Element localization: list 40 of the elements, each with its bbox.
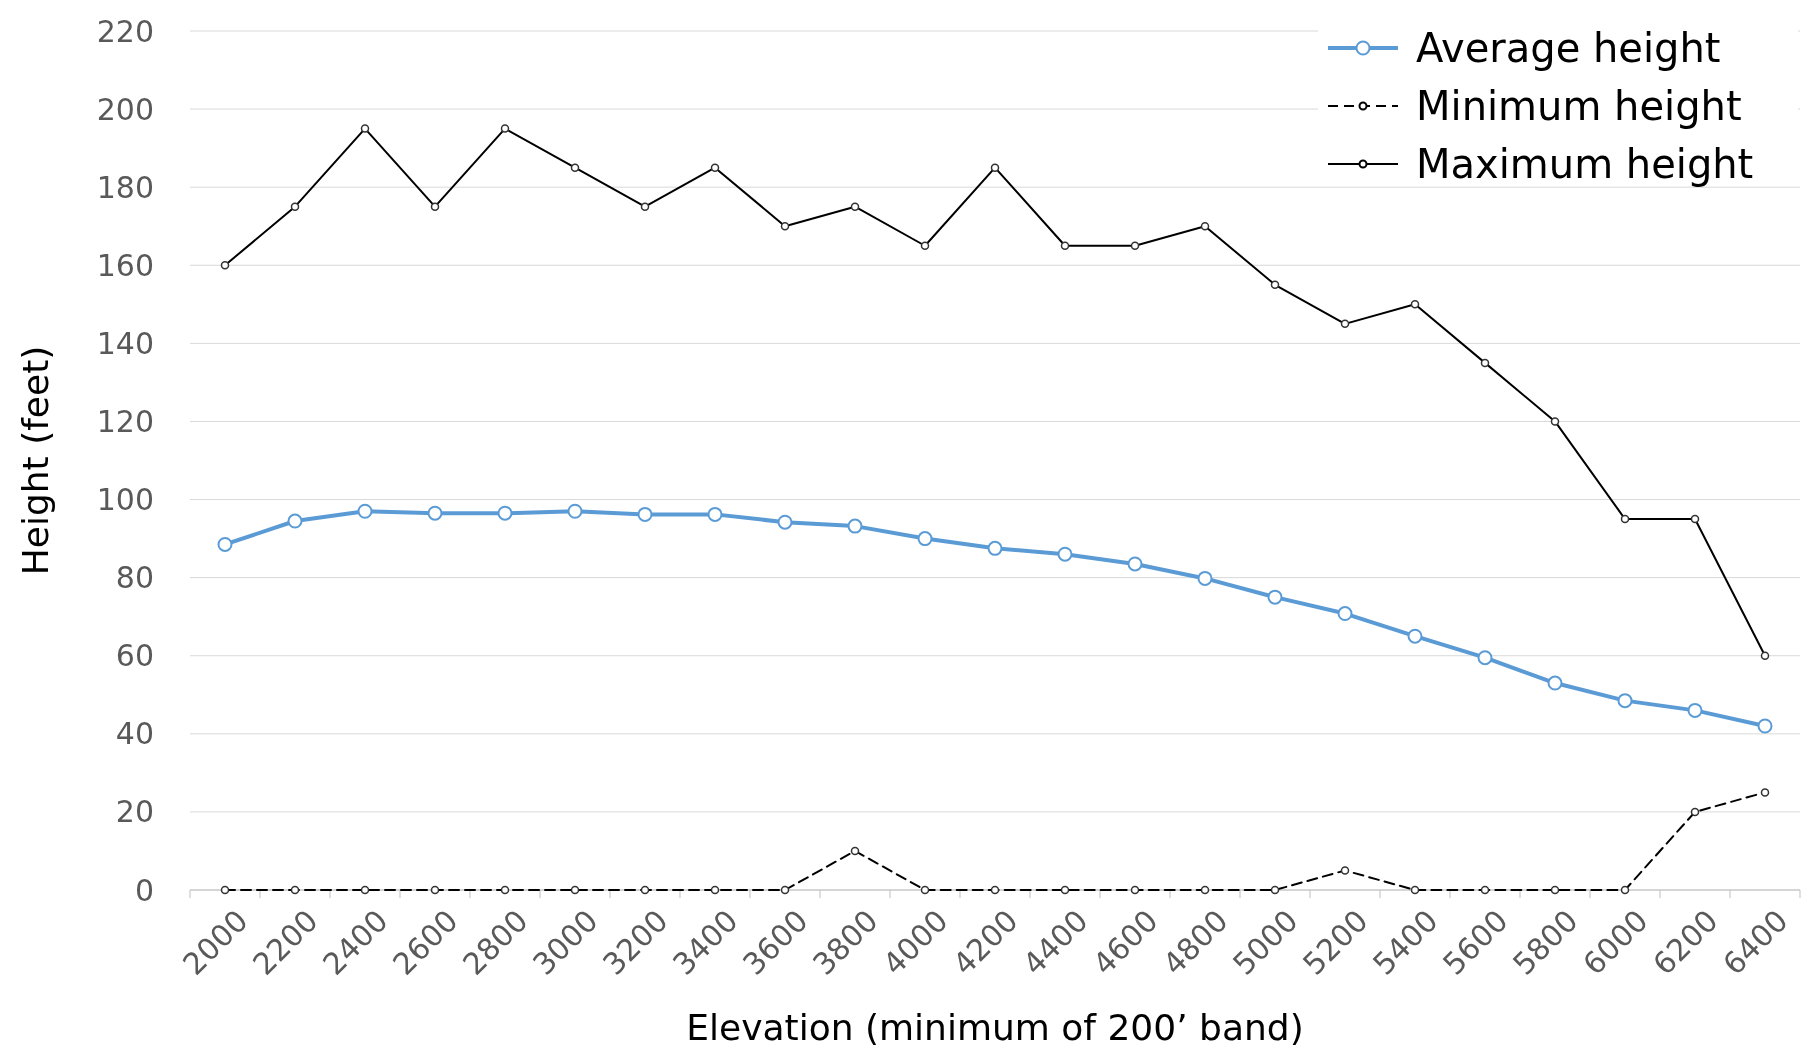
y-tick-label: 80 — [115, 560, 154, 596]
point — [427, 505, 443, 521]
y-tick-label: 0 — [134, 872, 154, 908]
y-tick-label: 140 — [96, 325, 154, 361]
point — [567, 503, 583, 519]
point — [1407, 628, 1423, 644]
point — [1617, 693, 1633, 709]
point — [217, 536, 233, 552]
point — [917, 531, 933, 547]
point — [1477, 650, 1493, 666]
y-tick-label: 40 — [115, 716, 154, 752]
point — [1127, 556, 1143, 572]
y-tick-label: 120 — [96, 403, 154, 439]
point — [847, 518, 863, 534]
y-axis-title: Height (feet) — [15, 345, 56, 576]
legend-label: Maximum height — [1416, 141, 1754, 187]
x-axis-title: Elevation (minimum of 200’ band) — [686, 1007, 1304, 1048]
y-tick-label: 160 — [96, 247, 154, 283]
point — [287, 513, 303, 529]
y-tick-label: 60 — [115, 638, 154, 674]
y-tick-label: 200 — [96, 91, 154, 127]
point — [1757, 718, 1773, 734]
y-tick-label: 220 — [96, 13, 154, 49]
y-tick-label: 20 — [115, 794, 154, 830]
point — [1687, 702, 1703, 718]
point — [777, 514, 793, 530]
point — [357, 503, 373, 519]
point — [1547, 675, 1563, 691]
legend-label: Average height — [1416, 25, 1721, 71]
point — [707, 506, 723, 522]
point — [1197, 570, 1213, 586]
point — [637, 506, 653, 522]
point — [497, 505, 513, 521]
y-tick-label: 180 — [96, 169, 154, 205]
legend-label: Minimum height — [1416, 83, 1742, 129]
point — [1057, 546, 1073, 562]
point — [1267, 589, 1283, 605]
point — [1337, 606, 1353, 622]
y-tick-label: 100 — [96, 482, 154, 518]
point — [987, 540, 1003, 556]
